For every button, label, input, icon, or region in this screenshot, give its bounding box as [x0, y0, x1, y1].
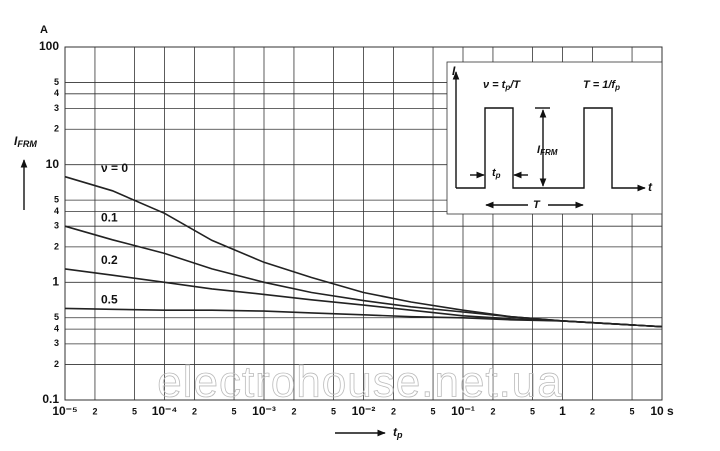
y-tick-label: 4 [54, 206, 59, 216]
x-tick-label: 2 [291, 406, 296, 416]
x-tick-label: 5 [232, 406, 237, 416]
x-tick-label: 2 [92, 406, 97, 416]
inset-box [446, 61, 663, 215]
x-tick-label: 1 [559, 404, 566, 418]
curve [64, 307, 663, 328]
y-tick-label: 2 [54, 359, 59, 369]
x-tick-label: 5 [132, 406, 137, 416]
y-tick-label: 100 [39, 39, 59, 53]
y-unit: A [40, 24, 48, 36]
x-tick-label: 2 [490, 406, 495, 416]
x-tick-label: 10⁻⁵ [52, 404, 77, 418]
y-tick-label: 2 [54, 241, 59, 251]
watermark: electrohouse.net.ua [157, 358, 563, 407]
curve-label: 0.1 [101, 210, 118, 224]
y-tick-label: 1 [52, 275, 59, 289]
inset: I t ν = tp/T T = 1/fp IFRM tp T [446, 61, 663, 215]
amplitude-label: IFRM [537, 144, 558, 157]
y-tick-label: 5 [54, 77, 59, 87]
y-tick-label: 0.1 [42, 392, 59, 406]
x-tick-label: 5 [530, 406, 535, 416]
y-tick-label: 4 [54, 88, 59, 98]
curve-label: 0.5 [101, 293, 118, 307]
x-tick-label: 10⁻³ [252, 404, 276, 418]
y-tick-label: 5 [54, 194, 59, 204]
y-tick-label: 4 [54, 324, 59, 334]
curve [64, 225, 663, 328]
inset-x-label: t [648, 180, 653, 194]
pulse-waveform [456, 107, 646, 192]
y-tick-label: 10 [46, 157, 60, 171]
y-tick-label: 3 [54, 103, 59, 113]
width-label: tp [492, 167, 501, 180]
x-tick-label: 5 [630, 406, 635, 416]
y-tick-label: 3 [54, 338, 59, 348]
duty-formula: ν = tp/T [483, 79, 521, 92]
x-tick-label: 2 [391, 406, 396, 416]
x-tick-label: 5 [431, 406, 436, 416]
curve [64, 268, 663, 328]
period-label: T [533, 199, 541, 211]
y-axis-label: IFRM [14, 134, 37, 149]
x-tick-label: 10⁻⁴ [152, 404, 178, 418]
curve-label: 0.2 [101, 253, 118, 267]
period-gap [528, 198, 548, 212]
y-tick-label: 5 [54, 312, 59, 322]
x-tick-label: 2 [192, 406, 197, 416]
x-tick-label: 2 [590, 406, 595, 416]
curve-label: ν = 0 [101, 161, 128, 175]
period-formula: T = 1/fp [583, 79, 620, 92]
x-tick-label: 5 [331, 406, 336, 416]
x-axis-label: tp [393, 425, 403, 440]
x-tick-label: 10 s [650, 404, 674, 418]
y-tick-label: 2 [54, 124, 59, 134]
x-tick-label: 10⁻² [352, 404, 376, 418]
inset-y-label: I [452, 64, 456, 78]
y-tick-label: 3 [54, 221, 59, 231]
x-tick-label: 10⁻¹ [451, 404, 475, 418]
